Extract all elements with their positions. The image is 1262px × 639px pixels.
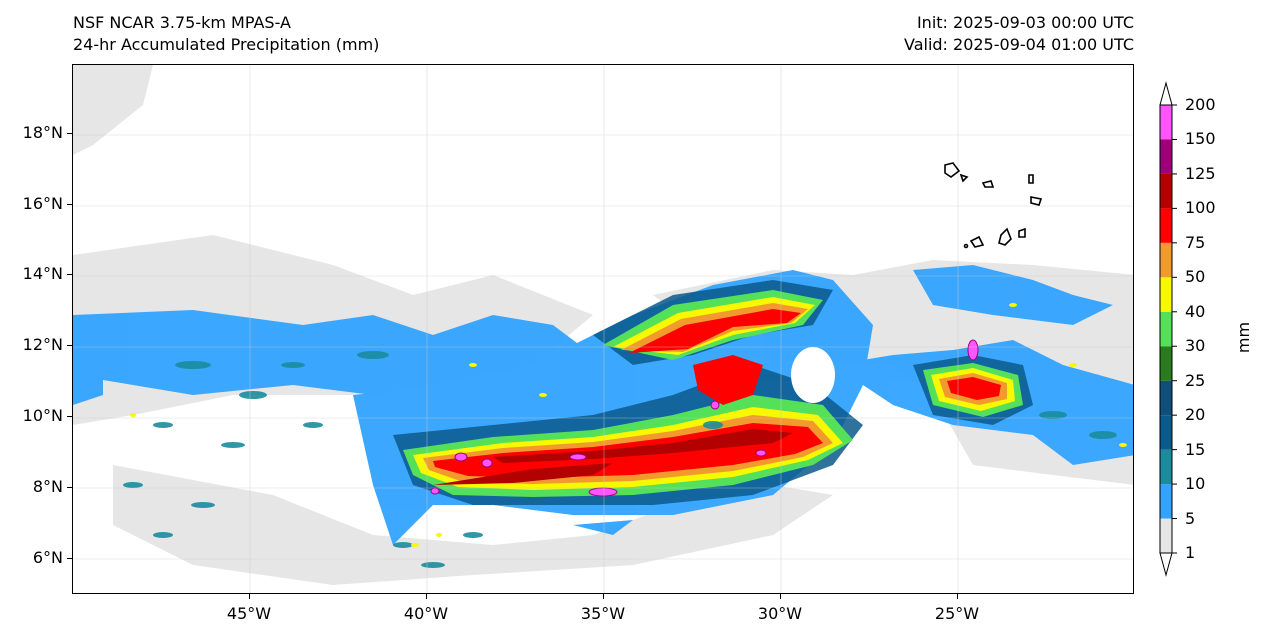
colorbar-segment — [1160, 449, 1172, 485]
model-title: NSF NCAR 3.75-km MPAS-A — [73, 13, 291, 32]
gridlines — [73, 65, 1133, 593]
precip-200mm — [430, 339, 979, 497]
ytick-label: 8°N — [32, 477, 63, 496]
colorbar-segment — [1160, 208, 1172, 243]
colorbar-level-label: 15 — [1185, 439, 1206, 459]
colorbar-segment — [1160, 484, 1172, 519]
xtick-label: 45°W — [226, 604, 272, 623]
colorbar-extend-top — [1159, 81, 1173, 106]
colorbar-segment — [1160, 242, 1172, 278]
colorbar-segment — [1160, 346, 1172, 381]
ytick-label: 14°N — [22, 264, 63, 283]
scattered-cells-yellow — [130, 303, 1127, 547]
ytick-label: 18°N — [22, 123, 63, 142]
colorbar-segment — [1160, 173, 1172, 209]
colorbar-level-label: 25 — [1185, 370, 1206, 390]
colorbar-border — [1159, 104, 1173, 554]
scattered-cells — [123, 351, 1117, 568]
colorbar — [1159, 81, 1177, 577]
cabo-verde-islands — [944, 162, 1043, 249]
colorbar-unit: mm — [1234, 321, 1254, 354]
storm-eye — [791, 347, 835, 403]
field-title: 24-hr Accumulated Precipitation (mm) — [73, 35, 380, 54]
colorbar-level-label: 75 — [1185, 232, 1206, 252]
colorbar-level-label: 150 — [1185, 129, 1216, 149]
ytick-label: 12°N — [22, 335, 63, 354]
colorbar-level-label: 200 — [1185, 95, 1216, 114]
colorbar-level-label: 40 — [1185, 301, 1206, 321]
colorbar-segment — [1160, 380, 1172, 416]
colorbar-level-label: 10 — [1185, 474, 1206, 494]
xtick-label: 25°W — [934, 604, 980, 623]
colorbar-segment — [1160, 105, 1172, 140]
xtick-label: 40°W — [403, 604, 449, 623]
title-block: NSF NCAR 3.75-km MPAS-A 24-hr Accumulate… — [73, 12, 379, 56]
colorbar-segment — [1160, 415, 1172, 450]
colorbar-level-label: 100 — [1185, 198, 1216, 218]
colorbar-segment — [1160, 139, 1172, 174]
colorbar-level-label: 30 — [1185, 336, 1206, 356]
ytick-label: 16°N — [22, 194, 63, 213]
xtick-label: 30°W — [757, 604, 803, 623]
xtick-label: 35°W — [580, 604, 626, 623]
colorbar-level-label: 5 — [1185, 508, 1196, 528]
time-block: Init: 2025-09-03 00:00 UTC Valid: 2025-0… — [904, 12, 1134, 56]
colorbar-level-label: 125 — [1185, 163, 1216, 183]
init-time: Init: 2025-09-03 00:00 UTC — [916, 13, 1134, 32]
colorbar-segment — [1160, 518, 1172, 553]
colorbar-level-label: 50 — [1185, 267, 1206, 287]
precip-map — [73, 65, 1133, 593]
ytick-label: 10°N — [22, 406, 63, 425]
colorbar-level-label: 20 — [1185, 405, 1206, 425]
colorbar-level-label: 1 — [1185, 543, 1196, 562]
colorbar-segment — [1160, 277, 1172, 312]
colorbar-extend-bottom — [1159, 552, 1173, 577]
precip-125-150mm — [433, 429, 793, 485]
map-panel — [72, 64, 1134, 594]
colorbar-segment — [1160, 311, 1172, 347]
valid-time: Valid: 2025-09-04 01:00 UTC — [903, 35, 1134, 54]
ytick-label: 6°N — [32, 548, 63, 567]
